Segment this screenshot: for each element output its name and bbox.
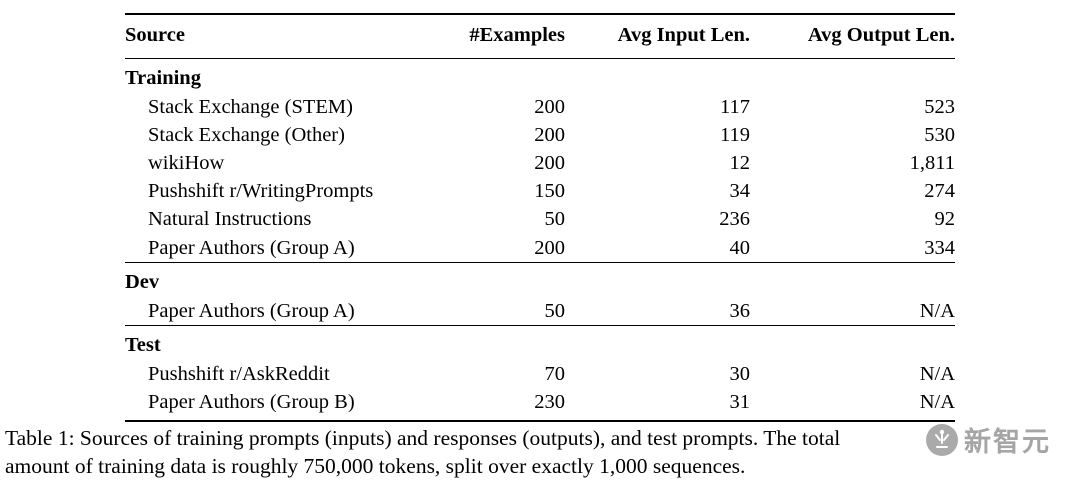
source-cell: Pushshift r/AskReddit bbox=[148, 362, 330, 385]
watermark-text: 新智元 bbox=[964, 427, 1051, 458]
section-row-test: Test bbox=[125, 325, 955, 361]
table-row: Pushshift r/WritingPrompts 150 34 274 bbox=[125, 178, 955, 206]
avg-output-cell: 334 bbox=[924, 236, 955, 259]
source-cell: wikiHow bbox=[148, 151, 225, 174]
source-cell: Pushshift r/WritingPrompts bbox=[148, 180, 374, 203]
source-cell: Stack Exchange (STEM) bbox=[148, 95, 353, 118]
table-header-row: Source #Examples Avg Input Len. Avg Outp… bbox=[125, 14, 955, 59]
avg-input-cell: 117 bbox=[720, 95, 750, 118]
table-row: Stack Exchange (Other) 200 119 530 bbox=[125, 121, 955, 149]
column-header-examples: #Examples bbox=[465, 14, 565, 59]
avg-input-cell: 12 bbox=[729, 151, 751, 174]
table-caption: Table 1: Sources of training prompts (in… bbox=[5, 424, 1077, 480]
caption-line-1: Table 1: Sources of training prompts (in… bbox=[5, 426, 841, 450]
avg-output-cell: 523 bbox=[924, 95, 955, 118]
section-row-dev: Dev bbox=[125, 262, 955, 298]
avg-output-cell: 274 bbox=[924, 180, 955, 203]
table-row: Pushshift r/AskReddit 70 30 N/A bbox=[125, 360, 955, 388]
examples-cell: 50 bbox=[544, 299, 566, 322]
avg-output-cell: N/A bbox=[919, 391, 955, 414]
table-row: Paper Authors (Group B) 230 31 N/A bbox=[125, 389, 955, 422]
source-cell: Paper Authors (Group A) bbox=[148, 236, 355, 259]
prompt-sources-table: Source #Examples Avg Input Len. Avg Outp… bbox=[125, 13, 955, 423]
table-row: Paper Authors (Group A) 50 36 N/A bbox=[125, 297, 955, 326]
source-cell: Natural Instructions bbox=[148, 208, 312, 231]
table-row: Stack Exchange (STEM) 200 117 523 bbox=[125, 93, 955, 121]
section-row-training: Training bbox=[125, 59, 955, 94]
avg-input-cell: 36 bbox=[729, 299, 751, 322]
avg-input-cell: 236 bbox=[719, 208, 750, 231]
avg-output-cell: N/A bbox=[919, 362, 955, 385]
column-header-source: Source bbox=[125, 14, 465, 59]
examples-cell: 230 bbox=[534, 391, 565, 414]
examples-cell: 200 bbox=[534, 123, 565, 146]
section-header: Test bbox=[125, 325, 955, 361]
examples-cell: 70 bbox=[544, 362, 566, 385]
table-row: Natural Instructions 50 236 92 bbox=[125, 206, 955, 234]
watermark: 新智元 bbox=[925, 420, 1051, 459]
avg-input-cell: 119 bbox=[720, 123, 750, 146]
column-header-avg-input-len: Avg Input Len. bbox=[565, 14, 750, 59]
source-cell: Stack Exchange (Other) bbox=[148, 123, 345, 146]
examples-cell: 200 bbox=[534, 95, 565, 118]
avg-output-cell: 92 bbox=[934, 208, 956, 231]
column-header-avg-output-len: Avg Output Len. bbox=[750, 14, 955, 59]
avg-output-cell: 530 bbox=[924, 123, 955, 146]
avg-input-cell: 31 bbox=[729, 391, 751, 414]
examples-cell: 50 bbox=[544, 208, 566, 231]
table-row: wikiHow 200 12 1,811 bbox=[125, 149, 955, 177]
avg-input-cell: 40 bbox=[729, 236, 751, 259]
xinzhiyuan-logo-icon bbox=[925, 423, 959, 457]
table-row: Paper Authors (Group A) 200 40 334 bbox=[125, 234, 955, 263]
avg-output-cell: N/A bbox=[919, 299, 955, 322]
avg-input-cell: 30 bbox=[729, 362, 751, 385]
section-header: Dev bbox=[125, 262, 955, 298]
source-cell: Paper Authors (Group B) bbox=[148, 391, 355, 414]
examples-cell: 200 bbox=[534, 151, 565, 174]
source-cell: Paper Authors (Group A) bbox=[148, 299, 355, 322]
avg-output-cell: 1,811 bbox=[909, 151, 955, 174]
avg-input-cell: 34 bbox=[729, 180, 751, 203]
examples-cell: 150 bbox=[534, 180, 565, 203]
caption-line-2: amount of training data is roughly 750,0… bbox=[5, 454, 746, 478]
examples-cell: 200 bbox=[534, 236, 565, 259]
section-header: Training bbox=[125, 67, 201, 89]
